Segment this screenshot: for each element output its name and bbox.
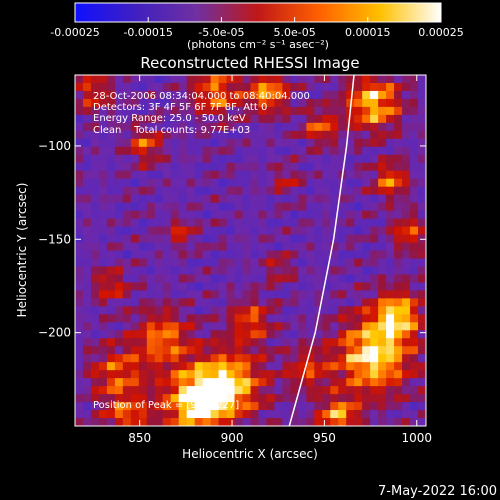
annotation-detectors: Detectors: 3F 4F 5F 6F 7F 8F, Att 0: [93, 102, 267, 113]
solar-limb-curve: [288, 75, 355, 426]
colorbar-unit-label: (photons cm⁻² s⁻¹ asec⁻²): [187, 38, 329, 51]
y-axis-label: Heliocentric Y (arcsec): [15, 183, 29, 318]
x-axis-label: Heliocentric X (arcsec): [182, 447, 318, 461]
colorbar: [74, 2, 442, 23]
colorbar-tick-label: 0.00025: [418, 26, 464, 39]
colorbar-tick-label: -0.00025: [50, 26, 99, 39]
footer-date: 7-May-2022 16:00: [378, 484, 497, 499]
info-annotations: 28-Oct-2006 08:34:04.000 to 08:40:04.000…: [93, 91, 310, 411]
chart-title: Reconstructed RHESSI Image: [140, 54, 359, 72]
annotation-energy: Energy Range: 25.0 - 50.0 keV: [93, 113, 246, 124]
plot-frame: [74, 74, 427, 427]
x-tick-label: 900: [221, 431, 244, 445]
x-tick-label: 950: [313, 431, 336, 445]
y-tick-label: −150: [38, 232, 71, 246]
colorbar-tick-label: 0.00015: [345, 26, 391, 39]
y-tick-label: −200: [38, 326, 71, 340]
x-tick-label: 1000: [401, 431, 432, 445]
heatmap-image: [75, 75, 426, 426]
colorbar-tick-label: -5.0e-05: [198, 26, 244, 39]
annotation-clean: Clean Total counts: 9.77E+03: [93, 125, 250, 136]
y-tick-label: −100: [38, 139, 71, 153]
colorbar-ticks: -0.00025 -0.00015 -5.0e-05 5.0e-05 0.00015 0.…: [50, 17, 464, 39]
colorbar-tick-label: -0.00015: [123, 26, 172, 39]
x-tick-label: 850: [128, 431, 151, 445]
colorbar-tick-label: 5.0e-05: [273, 26, 315, 39]
axis-ticks: 850 900 950 1000 −100 −150 −200: [38, 75, 432, 445]
annotation-peak: Position of Peak = [906,-227]: [93, 400, 239, 411]
annotation-time: 28-Oct-2006 08:34:04.000 to 08:40:04.000: [93, 91, 310, 102]
